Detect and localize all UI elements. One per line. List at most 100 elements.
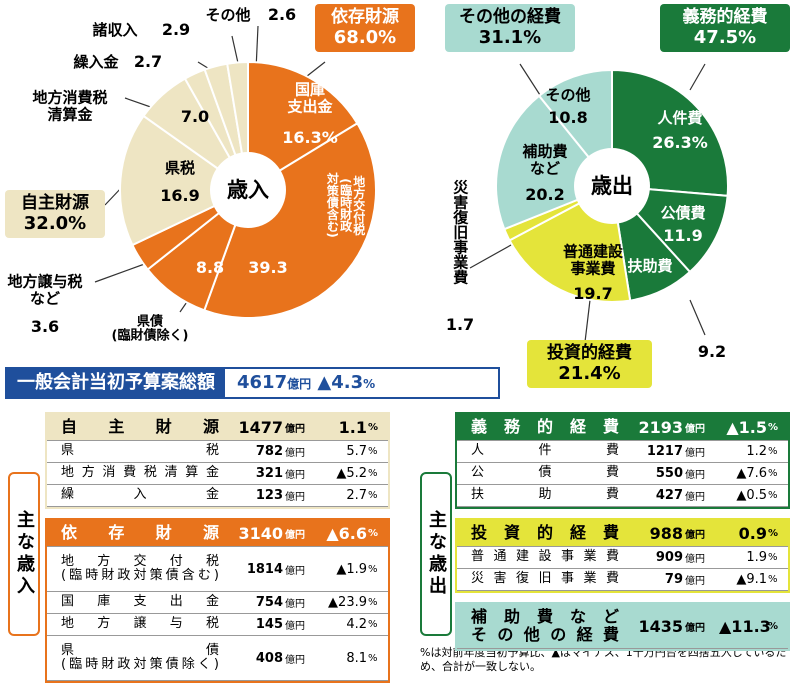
group-value: 31.1%	[478, 27, 542, 49]
table: 自主財源 1477 億円 1.1% 県税 782 億円 5.7% 地方消費税清算金 321 億円 ▲5…	[45, 412, 390, 684]
table-cell: 1477	[238, 417, 283, 437]
slice-label: 地方交付税 (臨時財政 対策債含む)	[325, 172, 366, 238]
table-cell: 億円	[285, 529, 305, 541]
table-cell: 億円	[685, 529, 705, 541]
slice-value: 20.2	[525, 185, 565, 205]
table-cell: ▲6.6	[326, 523, 367, 543]
table-cell: %	[768, 620, 779, 632]
group-name: 義務的経費	[682, 7, 768, 27]
group-value: 68.0%	[333, 27, 397, 49]
table-cell: %	[768, 468, 778, 479]
slice-value: 8.8	[195, 258, 225, 278]
table-cell: %	[768, 552, 778, 563]
table-cell: 123	[255, 488, 283, 503]
slice-label: 扶助費	[627, 256, 673, 275]
slice-label: 災害復旧事業費	[451, 179, 470, 285]
table-row: 投資的経費 988 億円 0.9%	[457, 520, 788, 547]
table-cell: 億円	[685, 576, 705, 587]
table-cell: 8.1	[346, 650, 367, 666]
table-row: 義務的経費 2193 億円 ▲1.5%	[457, 414, 788, 441]
table-cell: 988	[649, 523, 683, 543]
table-cell: 繰入金	[61, 487, 219, 503]
table-cell: ▲9.1	[736, 572, 767, 587]
pie-slice	[119, 114, 250, 247]
table-cell: 79	[664, 572, 683, 587]
slice-label: その他	[545, 85, 591, 104]
group-callout: 自主財源 32.0%	[5, 190, 105, 238]
slice-label: 国庫 支出金	[287, 80, 333, 115]
table-cell: 5.7	[346, 444, 367, 459]
table-cell: 2193	[638, 417, 683, 437]
slice-value: 2.7	[133, 52, 163, 72]
group-name: 依存財源	[331, 7, 399, 27]
table-cell: 普通建設事業費	[471, 549, 619, 565]
pie-slice	[203, 121, 377, 319]
slice-value: 39.3	[248, 258, 288, 278]
table-cell: 国庫支出金	[61, 594, 219, 610]
table-cell: 1814	[246, 561, 283, 577]
table-row: 国庫支出金 754 億円 ▲23.9%	[47, 592, 388, 614]
table-cell: ▲7.6	[736, 466, 767, 481]
table-cell: 県税	[61, 443, 219, 459]
table-cell: 1.1	[338, 417, 367, 437]
group-value: 21.4%	[558, 363, 621, 385]
table-cell: 億円	[685, 492, 705, 503]
table-row: 地方消費税清算金 321 億円 ▲5.2%	[47, 463, 388, 485]
table: 義務的経費 2193 億円 ▲1.5% 人件費 1217 億円 1.2% 公債費 550 億円 ▲7.…	[455, 412, 790, 660]
table-cell: 公債費	[471, 465, 619, 481]
table-section: 自主財源 1477 億円 1.1% 県税 782 億円 5.7% 地方消費税清算金 321 億円 ▲5…	[45, 412, 390, 509]
table-cell: 145	[255, 617, 283, 632]
slice-value: 19.7	[573, 284, 613, 304]
group-name: その他の経費	[459, 7, 561, 27]
table-cell: %	[368, 490, 378, 501]
table-cell: 4.2	[346, 617, 367, 632]
pie-slice	[247, 60, 359, 192]
table-row: 地方譲与税 145 億円 4.2%	[47, 614, 388, 636]
group-callout: 義務的経費 47.5%	[660, 4, 790, 52]
table-row: 繰入金 123 億円 2.7%	[47, 485, 388, 507]
table-cell: 億円	[685, 448, 705, 459]
table-cell: 億円	[685, 622, 705, 634]
table-cell: 地方交付税 (臨時財政対策債含む)	[61, 553, 219, 583]
table-cell: 補助費など その他の経費	[471, 607, 619, 644]
table-cell: 億円	[285, 654, 305, 666]
table-cell: %	[368, 619, 378, 630]
table-cell: %	[368, 527, 379, 539]
table-cell: %	[368, 421, 379, 433]
slice-label: 県債 (臨財債除く)	[111, 314, 189, 344]
slice-value: 16.3%	[282, 128, 338, 148]
table-row: 県税 782 億円 5.7%	[47, 441, 388, 463]
table-cell: 億円	[685, 554, 705, 565]
table-cell: 億円	[685, 470, 705, 481]
slice-value: 10.8	[548, 108, 588, 128]
table-row: 自主財源 1477 億円 1.1%	[47, 414, 388, 441]
summary-change: ▲4.3	[317, 372, 364, 393]
summary-bar: 一般会計当初予算案総額 4617億円 ▲4.3%	[5, 367, 500, 399]
table-cell: ▲0.5	[736, 488, 767, 503]
table-cell: %	[368, 652, 378, 664]
table-cell: 依存財源	[61, 523, 219, 543]
slice-label: 補助費 など	[522, 142, 568, 177]
group-value: 32.0%	[23, 213, 87, 235]
slice-label: その他	[205, 5, 251, 24]
slice-label: 人件費	[657, 108, 703, 127]
summary-amount: 4617	[237, 372, 288, 393]
table-cell: ▲11.3	[719, 616, 771, 636]
group-callout: 投資的経費 21.4%	[527, 340, 652, 388]
table-section: 義務的経費 2193 億円 ▲1.5% 人件費 1217 億円 1.2% 公債費 550 億円 ▲7.…	[455, 412, 790, 509]
table-cell: 909	[655, 550, 683, 565]
table-cell: %	[768, 574, 778, 585]
summary-percent: %	[363, 377, 376, 391]
table-row: 災害復旧事業費 79 億円 ▲9.1%	[457, 569, 788, 591]
table-cell: 億円	[285, 492, 305, 503]
slice-value: 9.2	[697, 342, 727, 362]
table-cell: 地方譲与税	[61, 616, 219, 632]
table-cell: 754	[255, 595, 283, 610]
table-cell: ▲1.5	[726, 417, 767, 437]
slice-label: 地方譲与税 など	[7, 272, 83, 307]
table-cell: 1435	[638, 616, 683, 636]
table-cell: 地方消費税清算金	[61, 465, 219, 481]
table-cell: 自主財源	[61, 417, 219, 437]
